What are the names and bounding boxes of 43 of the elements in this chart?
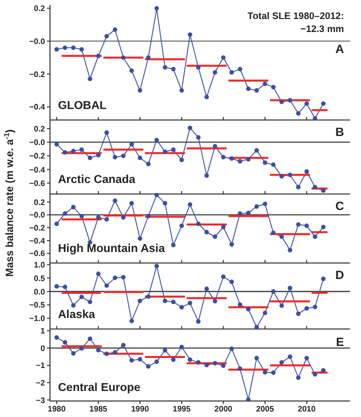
y-tick-label: −0.5	[29, 300, 46, 310]
x-tick-label: 2000	[214, 404, 233, 414]
annotation: B	[335, 125, 344, 139]
annotation: C	[335, 199, 344, 213]
x-tick-label: 1995	[172, 404, 192, 414]
y-tick-label: −0.6	[29, 249, 46, 258]
y-tick-label: −0.6	[29, 178, 46, 188]
x-tick-label: 1985	[89, 404, 108, 414]
x-tick-label: 2010	[298, 404, 316, 414]
y-tick-label: −0.4	[29, 102, 46, 112]
y-tick-label: 0	[40, 344, 46, 353]
y-tick-label: −0.0	[29, 36, 46, 46]
y-tick-label: −0.2	[29, 70, 46, 79]
annotation: −12.3 mm	[300, 24, 344, 35]
y-tick-label: 0.2	[34, 4, 46, 14]
text: Alaska	[58, 309, 96, 321]
y-tick-label: −0.2	[29, 152, 46, 161]
y-tick-label: 0.2	[34, 124, 46, 134]
y-tick-label: 1.0	[34, 260, 46, 270]
annotation: Total SLE 1980–2012:	[248, 11, 344, 22]
y-tick-label: −3	[36, 396, 46, 405]
annotation: D	[335, 268, 344, 282]
y-tick-label: −0.2	[29, 224, 46, 233]
x-tick-label: 2005	[256, 404, 274, 414]
y-tick-label: −0.0	[29, 138, 46, 148]
y-tick-label: −0.4	[29, 165, 46, 174]
y-tick-label: −1	[36, 361, 46, 370]
y-tick-label: −2	[36, 378, 46, 388]
y-tick-label: 0.5	[34, 274, 46, 283]
text: Arctic Canada	[58, 174, 136, 186]
x-tick-label: 1980	[48, 404, 66, 414]
y-tick-label: 0.0	[34, 287, 46, 296]
text: Central Europe	[58, 382, 140, 394]
text: GLOBAL	[58, 100, 107, 112]
y-tick-label: −1.0	[29, 314, 46, 324]
annotation: A	[335, 42, 344, 56]
y-tick-label: −0.4	[29, 236, 46, 246]
y-tick-label: −0.0	[29, 210, 46, 220]
y-tick-label: 0.2	[34, 198, 46, 207]
x-tick-label: 1990	[131, 404, 150, 414]
text: High Mountain Asia	[58, 243, 165, 255]
y-tick-label: 1	[40, 326, 46, 336]
annotation: E	[336, 335, 344, 349]
